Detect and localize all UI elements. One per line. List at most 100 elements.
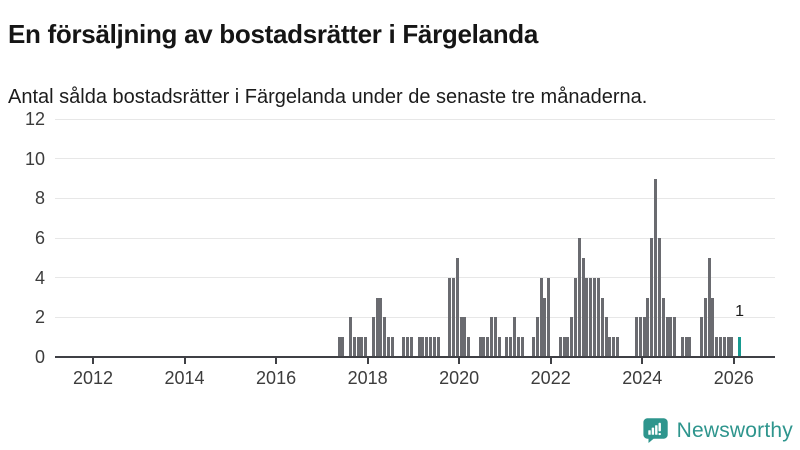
bar bbox=[577, 238, 581, 356]
x-axis-tickmark bbox=[183, 358, 186, 364]
bar bbox=[707, 257, 711, 356]
bar bbox=[421, 337, 425, 356]
bar bbox=[516, 337, 520, 356]
bar bbox=[497, 337, 501, 356]
bar bbox=[726, 337, 730, 356]
bar bbox=[585, 277, 589, 356]
bar bbox=[467, 337, 471, 356]
gridline bbox=[55, 197, 775, 199]
bar bbox=[684, 337, 688, 356]
gridline bbox=[55, 118, 775, 120]
bar bbox=[581, 257, 585, 356]
bar bbox=[730, 337, 734, 356]
bar bbox=[589, 277, 593, 356]
bar bbox=[547, 277, 551, 356]
bar bbox=[654, 178, 658, 356]
bar bbox=[562, 337, 566, 356]
bar bbox=[390, 337, 394, 356]
bar bbox=[505, 337, 509, 356]
bar bbox=[463, 317, 467, 356]
bar bbox=[459, 317, 463, 356]
bar bbox=[337, 337, 341, 356]
bar bbox=[604, 317, 608, 356]
bar bbox=[715, 337, 719, 356]
newsworthy-wordmark: Newsworthy bbox=[676, 418, 793, 442]
gridline bbox=[55, 316, 775, 318]
highlight-bar bbox=[738, 337, 742, 356]
bar bbox=[406, 337, 410, 356]
x-axis-tickmark bbox=[458, 358, 461, 364]
page-title: En försäljning av bostadsrätter i Färgel… bbox=[8, 19, 539, 50]
newsworthy-logo: Newsworthy bbox=[642, 417, 793, 444]
bar bbox=[673, 317, 677, 356]
bar bbox=[341, 337, 345, 356]
bar bbox=[375, 297, 379, 356]
bar bbox=[432, 337, 436, 356]
bar bbox=[486, 337, 490, 356]
bar bbox=[455, 257, 459, 356]
bar bbox=[665, 317, 669, 356]
bar bbox=[615, 337, 619, 356]
y-axis-tick-label: 2 bbox=[34, 307, 45, 328]
x-axis-tickmark bbox=[641, 358, 644, 364]
bar bbox=[661, 297, 665, 356]
bar bbox=[402, 337, 406, 356]
y-axis-tick-label: 6 bbox=[34, 228, 45, 248]
x-axis-line bbox=[55, 356, 775, 358]
x-axis-tickmark bbox=[549, 358, 552, 364]
x-axis-tick-label: 2022 bbox=[530, 368, 571, 388]
x-axis-tickmark bbox=[366, 358, 369, 364]
x-axis-tick-label: 2014 bbox=[164, 368, 205, 388]
bar bbox=[543, 297, 547, 356]
bar bbox=[360, 337, 364, 356]
bar bbox=[558, 337, 562, 356]
x-axis-tickmark bbox=[732, 358, 735, 364]
bar bbox=[612, 337, 616, 356]
y-axis-tick-label: 4 bbox=[34, 267, 45, 288]
gridline bbox=[55, 277, 775, 279]
bar bbox=[429, 337, 433, 356]
bar bbox=[608, 337, 612, 356]
bar bbox=[371, 317, 375, 356]
bar bbox=[593, 277, 597, 356]
bar bbox=[711, 297, 715, 356]
bar bbox=[383, 317, 387, 356]
bar bbox=[574, 277, 577, 356]
bar bbox=[417, 337, 421, 356]
x-axis-tick-label: 2026 bbox=[713, 368, 754, 388]
x-axis-tick-label: 2024 bbox=[622, 368, 663, 388]
bar bbox=[539, 277, 543, 356]
bar bbox=[512, 317, 516, 356]
x-axis-tick-label: 2018 bbox=[347, 368, 388, 388]
bar bbox=[703, 297, 707, 356]
bar bbox=[566, 337, 570, 356]
x-axis-tickmark bbox=[275, 358, 278, 364]
bar bbox=[364, 337, 368, 356]
bar bbox=[657, 238, 661, 356]
bar bbox=[638, 317, 642, 356]
bar bbox=[642, 317, 646, 356]
y-axis-tick-label: 12 bbox=[24, 109, 45, 129]
bar bbox=[520, 337, 524, 356]
bar bbox=[425, 337, 429, 356]
bar bbox=[448, 277, 452, 356]
bar bbox=[490, 317, 494, 356]
bar bbox=[570, 317, 574, 356]
page-subtitle: Antal sålda bostadsrätter i Färgelanda u… bbox=[8, 86, 648, 108]
bar bbox=[478, 337, 482, 356]
bar bbox=[669, 317, 673, 356]
bar bbox=[409, 337, 413, 356]
bar bbox=[356, 337, 360, 356]
bar bbox=[646, 297, 650, 356]
bar bbox=[699, 317, 703, 356]
bar bbox=[650, 238, 654, 356]
bar bbox=[436, 337, 440, 356]
bar bbox=[387, 337, 391, 356]
bar bbox=[635, 317, 639, 356]
x-axis-tick-label: 2016 bbox=[256, 368, 297, 388]
newsworthy-icon bbox=[642, 417, 669, 444]
y-axis-tick-label: 0 bbox=[34, 347, 45, 367]
highlight-value-label: 1 bbox=[735, 303, 744, 321]
x-axis-tick-label: 2020 bbox=[439, 368, 480, 388]
